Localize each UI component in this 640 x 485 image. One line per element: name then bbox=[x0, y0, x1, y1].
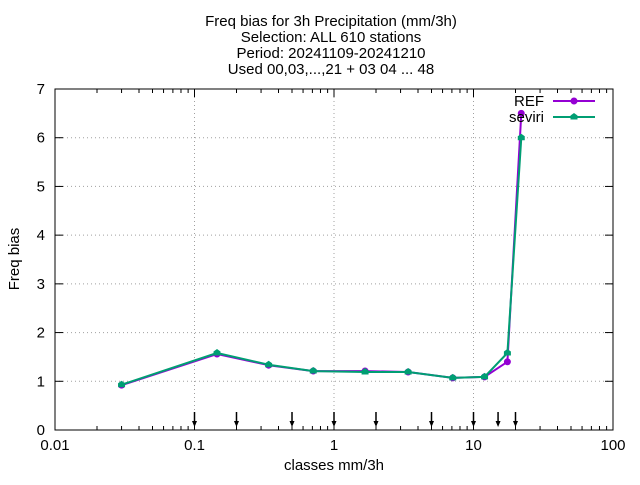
legend-marker-REF bbox=[570, 97, 578, 105]
chart-title: Freq bias for 3h Precipitation (mm/3h)Se… bbox=[205, 13, 457, 78]
y-tick-label: 5 bbox=[37, 178, 45, 195]
data-point-seviri bbox=[309, 367, 317, 374]
data-point-seviri bbox=[213, 349, 221, 356]
chart-title-line-4: Used 00,03,...,21 + 03 04 ... 48 bbox=[228, 61, 434, 78]
x-tick-label: 100 bbox=[600, 437, 625, 454]
data-point-seviri bbox=[404, 368, 412, 375]
legend-label-seviri: seviri bbox=[509, 109, 544, 126]
class-limit-arrow-head bbox=[512, 421, 518, 427]
x-tick-label: 1 bbox=[330, 437, 338, 454]
y-tick-label: 4 bbox=[37, 227, 45, 244]
y-tick-label: 0 bbox=[37, 422, 45, 439]
data-point-seviri bbox=[503, 349, 511, 356]
chart-title-line-3: Period: 20241109-20241210 bbox=[236, 45, 425, 62]
data-point-seviri bbox=[265, 360, 273, 368]
data-point-seviri bbox=[449, 373, 457, 381]
class-limit-arrow-head bbox=[373, 421, 379, 427]
data-point-seviri bbox=[517, 133, 525, 141]
legend-marker-seviri bbox=[570, 113, 578, 120]
y-tick-label: 2 bbox=[37, 325, 45, 342]
chart-title-line-2: Selection: ALL 610 stations bbox=[241, 29, 421, 46]
x-tick-label: 0.1 bbox=[184, 437, 205, 454]
grid-lines bbox=[55, 89, 613, 430]
x-tick-label: 10 bbox=[465, 437, 482, 454]
class-limit-arrow-head bbox=[233, 421, 239, 427]
class-limit-arrow-head bbox=[429, 421, 435, 427]
data-point-seviri bbox=[481, 372, 489, 380]
x-tick-label: 0.01 bbox=[40, 437, 69, 454]
data-point-REF bbox=[503, 358, 511, 366]
y-axis-label: Freq bias bbox=[6, 228, 23, 291]
chart-title-line-1: Freq bias for 3h Precipitation (mm/3h) bbox=[205, 13, 457, 30]
y-tick-label: 3 bbox=[37, 276, 45, 293]
x-axis-label: classes mm/3h bbox=[284, 457, 384, 474]
data-point-seviri bbox=[361, 368, 369, 375]
class-limit-arrows bbox=[192, 412, 518, 427]
y-tick-label: 1 bbox=[37, 373, 45, 390]
axis-ticks: 0.01 0.1 1 10 100 0 1 2 3 4 5 6 7 bbox=[37, 81, 626, 454]
class-limit-arrow-head bbox=[495, 421, 501, 427]
series-line-REF bbox=[121, 113, 523, 387]
series-lines bbox=[118, 109, 525, 389]
data-point-seviri bbox=[118, 380, 126, 388]
y-tick-label: 6 bbox=[37, 130, 45, 147]
legend-label-REF: REF bbox=[514, 93, 544, 110]
y-tick-label: 7 bbox=[37, 81, 45, 98]
class-limit-arrow-head bbox=[289, 421, 295, 427]
series-line-seviri bbox=[121, 137, 523, 386]
data-point-REF bbox=[517, 109, 525, 117]
